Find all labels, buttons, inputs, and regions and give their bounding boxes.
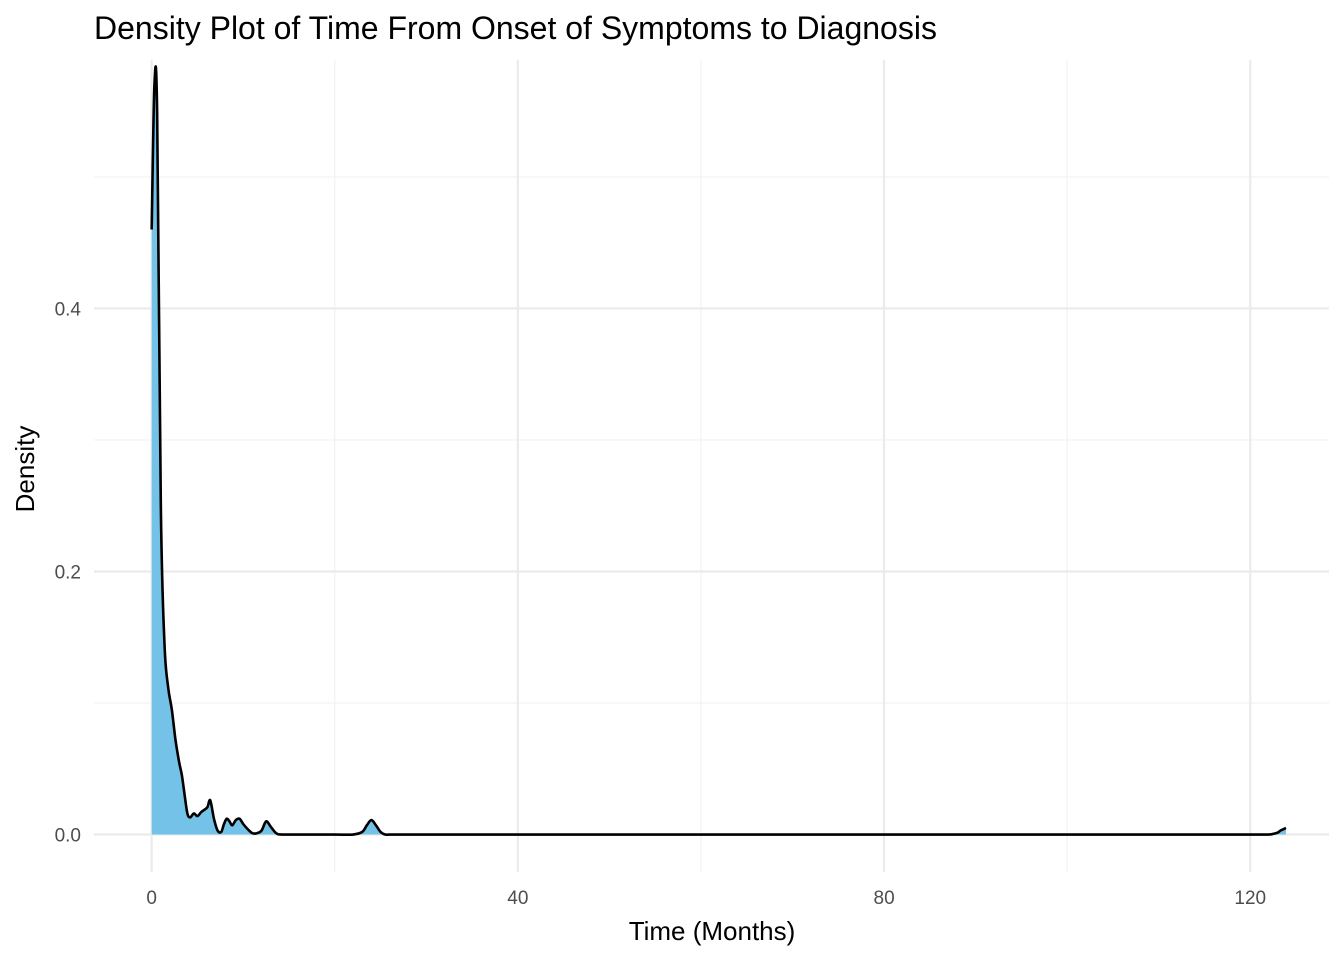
minor-gridlines — [94, 60, 1329, 872]
major-gridlines — [94, 60, 1329, 872]
x-tick-label: 80 — [874, 888, 895, 909]
density-area — [151, 66, 1286, 835]
x-tick-label: 40 — [507, 888, 528, 909]
y-tick-label: 0.4 — [55, 299, 82, 320]
density-line — [150, 65, 1287, 837]
y-tick-label: 0.2 — [55, 562, 81, 583]
x-tick-labels: 0 40 80 120 — [146, 888, 1266, 909]
y-tick-label: 0.0 — [55, 826, 81, 847]
chart-title: Density Plot of Time From Onset of Sympt… — [94, 10, 937, 46]
x-tick-label: 120 — [1234, 888, 1266, 909]
y-axis-title: Density — [10, 426, 40, 513]
x-tick-label: 0 — [146, 888, 157, 909]
x-axis-title: Time (Months) — [629, 916, 796, 946]
y-tick-labels: 0.0 0.2 0.4 — [55, 299, 82, 846]
